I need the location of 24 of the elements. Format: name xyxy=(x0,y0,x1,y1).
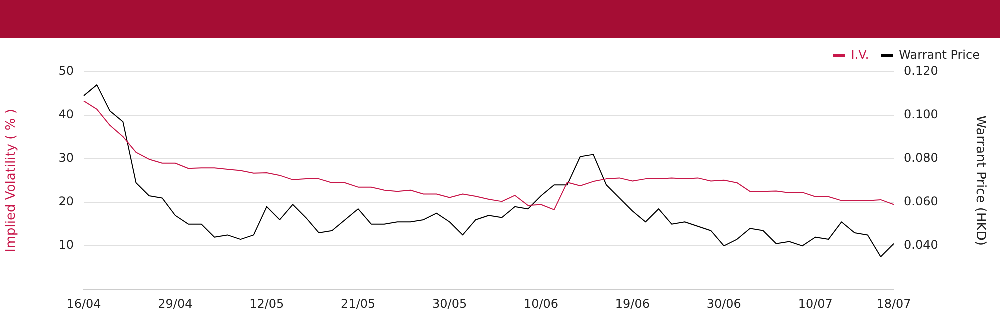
y-axis-title: Implied Volatility ( % ) xyxy=(4,109,20,252)
y2-tick-label: 0.060 xyxy=(904,194,938,209)
y2-tick-label: 0.100 xyxy=(904,108,938,122)
legend-label: I.V. xyxy=(851,48,870,62)
x-tick-label: 12/05 xyxy=(250,296,284,311)
x-tick-label: 30/05 xyxy=(432,296,468,311)
x-tick-label: 18/07 xyxy=(876,296,912,311)
y-tick-label: 10 xyxy=(58,238,74,252)
x-tick-label: 29/04 xyxy=(158,296,193,311)
y2-tick-label: 0.080 xyxy=(904,151,938,166)
y2-axis-title: Warrant Price (HKD) xyxy=(972,116,988,246)
y-tick-label: 30 xyxy=(58,151,74,166)
x-tick-label: 19/06 xyxy=(615,296,650,311)
x-tick-label: 10/06 xyxy=(524,296,559,311)
x-tick-label: 10/07 xyxy=(798,296,833,311)
x-tick-label: 21/05 xyxy=(341,296,376,311)
x-tick-label: 16/04 xyxy=(66,296,102,311)
x-tick-label: 30/06 xyxy=(706,296,742,311)
y2-tick-label: 0.120 xyxy=(904,64,938,78)
y-tick-label: 50 xyxy=(58,64,74,78)
y-tick-label: 20 xyxy=(58,194,74,209)
y2-tick-label: 0.040 xyxy=(904,238,938,252)
y-tick-label: 40 xyxy=(58,108,74,122)
legend-label: Warrant Price xyxy=(899,48,980,62)
